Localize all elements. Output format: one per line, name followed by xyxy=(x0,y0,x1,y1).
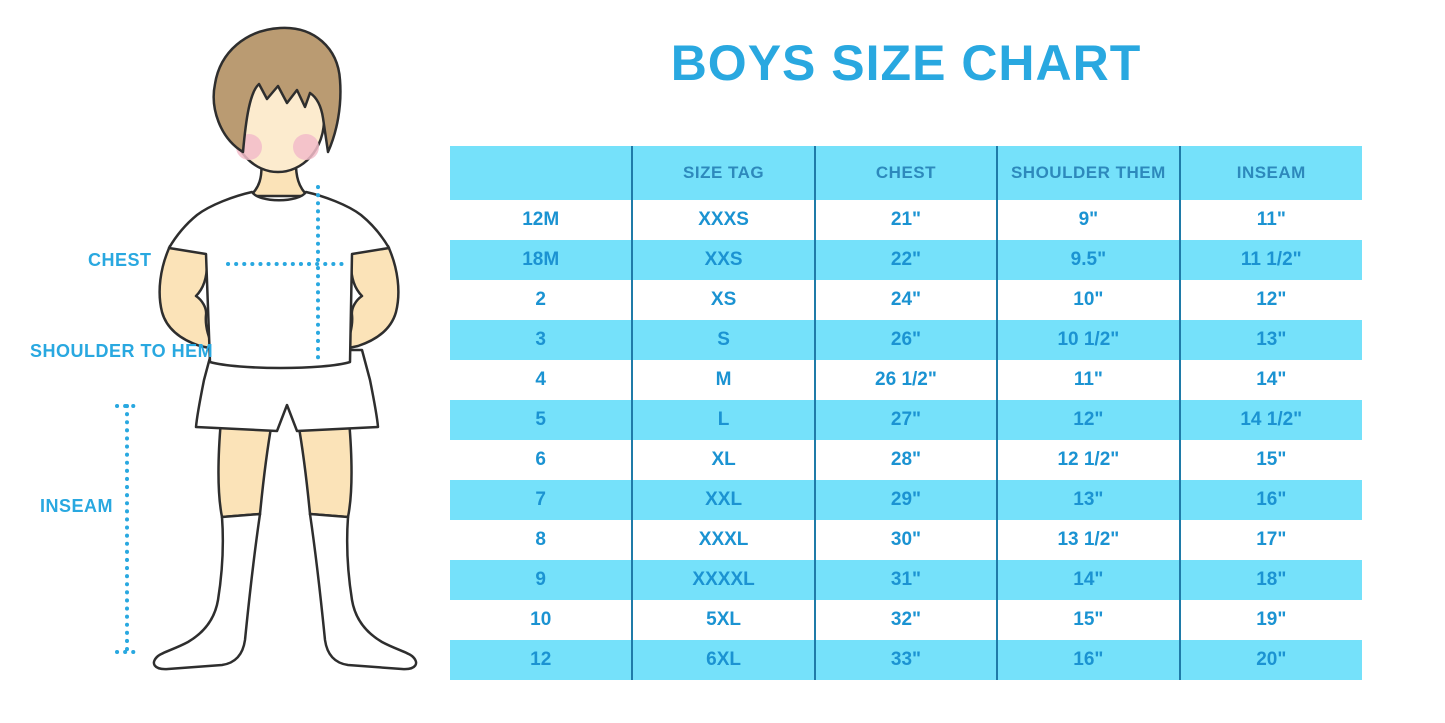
cell-inseam: 18" xyxy=(1178,560,1362,600)
cell-shoulder: 15" xyxy=(996,600,1180,640)
size-chart-table: SIZE TAG CHEST SHOULDER THEM INSEAM 12M … xyxy=(450,146,1362,680)
cell-size-tag: XL xyxy=(631,440,815,480)
col-header-inseam: INSEAM xyxy=(1178,146,1362,200)
cell-size-tag: L xyxy=(631,400,815,440)
cell-shoulder: 9" xyxy=(996,200,1180,240)
cell-shoulder: 12" xyxy=(996,400,1180,440)
cell-age: 8 xyxy=(535,529,546,550)
cell-size-tag: S xyxy=(631,320,815,360)
cell-shoulder: 11" xyxy=(996,360,1180,400)
cell-age: 5 xyxy=(450,400,633,440)
cell-size-tag: XXS xyxy=(631,240,815,280)
table-row: 3 S 26" 10 1/2" 13" xyxy=(450,320,1362,360)
boy-hair xyxy=(212,26,342,154)
cell-shoulder: 10" xyxy=(996,280,1180,320)
cell-inseam: 16" xyxy=(1178,480,1362,520)
cell-age: 9 xyxy=(450,560,633,600)
cell-chest: 21" xyxy=(813,200,998,240)
cell-chest: 27" xyxy=(813,400,998,440)
cell-shoulder: 13" xyxy=(996,480,1180,520)
chest-label: CHEST xyxy=(88,250,152,270)
table-row: 6 XL 28" 12 1/2" 15" xyxy=(450,440,1362,480)
cell-chest: 33" xyxy=(813,640,998,680)
cell-inseam: 20" xyxy=(1178,640,1362,680)
cell-chest: 22" xyxy=(813,240,998,280)
cell-size-tag: M xyxy=(631,360,815,400)
cell-shoulder: 13 1/2" xyxy=(996,520,1180,560)
cell-chest: 28" xyxy=(813,440,998,480)
cell-size-tag: XS xyxy=(631,280,815,320)
cell-chest: 26 1/2" xyxy=(813,360,998,400)
cell-inseam: 19" xyxy=(1178,600,1362,640)
cell-chest: 31" xyxy=(813,560,998,600)
boy-tshirt xyxy=(167,190,391,370)
cell-age: 6 xyxy=(535,449,546,470)
cheek-blush xyxy=(293,134,319,160)
cell-shoulder: 14" xyxy=(996,560,1180,600)
inseam-label: INSEAM xyxy=(40,496,114,516)
cell-shoulder: 9.5" xyxy=(996,240,1180,280)
cell-inseam: 13" xyxy=(1178,320,1362,360)
cell-chest: 30" xyxy=(813,520,998,560)
col-header-shoulder-them: SHOULDER THEM xyxy=(996,146,1180,200)
cell-age: 12 xyxy=(450,640,633,680)
cell-size-tag: XXXL xyxy=(631,520,815,560)
table-row: 2 XS 24" 10" 12" xyxy=(450,280,1362,320)
table-row: 12M XXXS 21" 9" 11" xyxy=(450,200,1362,240)
table-row: 12 6XL 33" 16" 20" xyxy=(450,640,1362,680)
cell-size-tag: 6XL xyxy=(631,640,815,680)
cell-inseam: 12" xyxy=(1178,280,1362,320)
cell-shoulder: 16" xyxy=(996,640,1180,680)
col-header-blank xyxy=(450,146,633,200)
boy-head xyxy=(212,26,342,174)
boy-arms xyxy=(158,234,400,351)
table-header: SIZE TAG CHEST SHOULDER THEM INSEAM xyxy=(450,146,1362,200)
cell-chest: 32" xyxy=(813,600,998,640)
cell-chest: 24" xyxy=(813,280,998,320)
cell-size-tag: 5XL xyxy=(631,600,815,640)
shoulder-to-hem-label: SHOULDER TO HEM xyxy=(30,341,214,361)
table-row: 10 5XL 32" 15" 19" xyxy=(450,600,1362,640)
cell-age: 3 xyxy=(450,320,633,360)
cell-age: 12M xyxy=(522,209,560,230)
boy-figure-illustration xyxy=(115,26,418,671)
cell-size-tag: XXXXL xyxy=(631,560,815,600)
cell-inseam: 14 1/2" xyxy=(1178,400,1362,440)
col-header-chest: CHEST xyxy=(813,146,998,200)
cell-inseam: 15" xyxy=(1178,440,1362,480)
cell-inseam: 11 1/2" xyxy=(1178,240,1362,280)
table-row: 9 XXXXL 31" 14" 18" xyxy=(450,560,1362,600)
page-title: BOYS SIZE CHART xyxy=(670,35,1142,91)
cell-shoulder: 10 1/2" xyxy=(996,320,1180,360)
cell-age: 7 xyxy=(450,480,633,520)
table-row: 7 XXL 29" 13" 16" xyxy=(450,480,1362,520)
cell-inseam: 11" xyxy=(1178,200,1362,240)
col-header-size-tag: SIZE TAG xyxy=(631,146,815,200)
boy-shorts xyxy=(194,348,380,433)
table-row: 8 XXXL 30" 13 1/2" 17" xyxy=(450,520,1362,560)
cell-size-tag: XXXS xyxy=(631,200,815,240)
measurement-figure-panel: CHEST SHOULDER TO HEM INSEAM xyxy=(0,0,450,723)
boy-legs xyxy=(152,418,418,671)
cell-chest: 26" xyxy=(813,320,998,360)
cell-size-tag: XXL xyxy=(631,480,815,520)
cell-age: 18M xyxy=(450,240,633,280)
cell-inseam: 17" xyxy=(1178,520,1362,560)
table-row: 18M XXS 22" 9.5" 11 1/2" xyxy=(450,240,1362,280)
cell-chest: 29" xyxy=(813,480,998,520)
table-row: 4 M 26 1/2" 11" 14" xyxy=(450,360,1362,400)
cell-age: 2 xyxy=(535,289,546,310)
table-row: 5 L 27" 12" 14 1/2" xyxy=(450,400,1362,440)
header-row: SIZE TAG CHEST SHOULDER THEM INSEAM xyxy=(450,146,1362,200)
cell-inseam: 14" xyxy=(1178,360,1362,400)
cell-age: 10 xyxy=(530,609,552,630)
cell-shoulder: 12 1/2" xyxy=(996,440,1180,480)
cell-age: 4 xyxy=(535,369,546,390)
